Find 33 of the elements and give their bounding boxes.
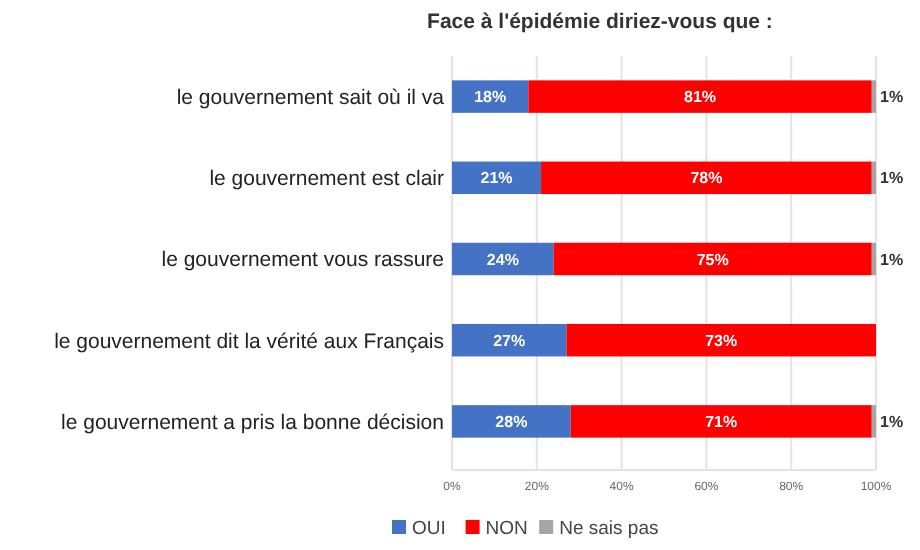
data-label: 75% <box>696 250 729 269</box>
data-label: 1% <box>880 413 904 431</box>
data-label: 71% <box>705 413 738 431</box>
y-tick-label: le gouvernement sait où il va <box>176 85 445 110</box>
data-label: 24% <box>486 250 519 269</box>
data-label: 27% <box>493 331 526 350</box>
y-tick-label: le gouvernement vous rassure <box>161 248 445 273</box>
legend-label: NON <box>485 518 529 540</box>
y-tick-label: le gouvernement est clair <box>209 167 445 192</box>
data-label: 81% <box>684 88 717 107</box>
data-label: 18% <box>474 88 507 107</box>
bar <box>528 80 872 113</box>
bar <box>452 323 567 357</box>
legend-label: Ne sais pas <box>559 518 659 540</box>
data-label: 78% <box>690 169 723 188</box>
y-tick-label: le gouvernement dit la vérité aux Français <box>54 329 444 354</box>
data-label: 73% <box>705 331 738 350</box>
data-label: 28% <box>495 413 528 431</box>
bar <box>570 405 872 438</box>
bar <box>452 80 529 113</box>
data-label: 21% <box>480 169 513 188</box>
bar <box>541 161 872 195</box>
bar <box>566 323 876 357</box>
y-tick-label: le gouvernement a pris la bonne décision <box>61 410 445 435</box>
bar <box>452 405 571 438</box>
bar <box>452 161 542 195</box>
bar <box>553 242 872 276</box>
legend-label: OUI <box>412 518 446 540</box>
bar <box>452 242 554 276</box>
data-label: 1% <box>880 88 904 107</box>
data-label: 1% <box>880 250 904 269</box>
chart-title: Face à l'épidémie diriez-vous que : <box>427 10 773 34</box>
data-label: 1% <box>880 169 904 188</box>
